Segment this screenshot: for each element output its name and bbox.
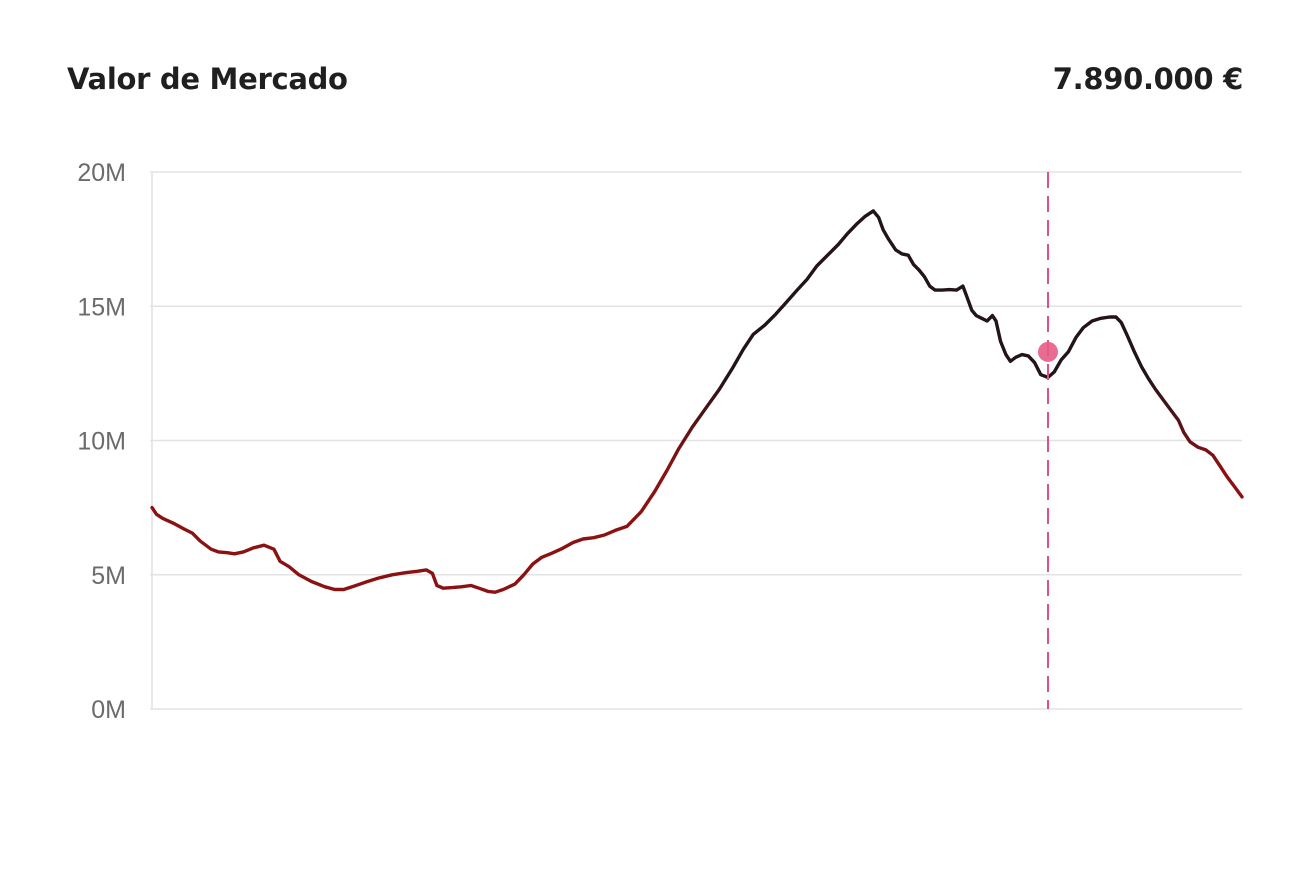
chart-title: Valor de Mercado xyxy=(67,62,348,96)
y-tick-label: 10M xyxy=(77,428,126,456)
current-market-value: 7.890.000 € xyxy=(1052,62,1244,96)
hover-point-marker[interactable] xyxy=(1038,341,1058,362)
y-tick-label: 20M xyxy=(77,159,126,187)
y-axis-ticks: 0M 5M 10M 15M 20M xyxy=(77,159,126,724)
y-tick-label: 0M xyxy=(91,696,126,724)
grid-lines xyxy=(150,171,1242,710)
market-value-series-line xyxy=(150,209,1244,594)
y-tick-label: 5M xyxy=(91,562,126,590)
y-tick-label: 15M xyxy=(77,293,126,321)
